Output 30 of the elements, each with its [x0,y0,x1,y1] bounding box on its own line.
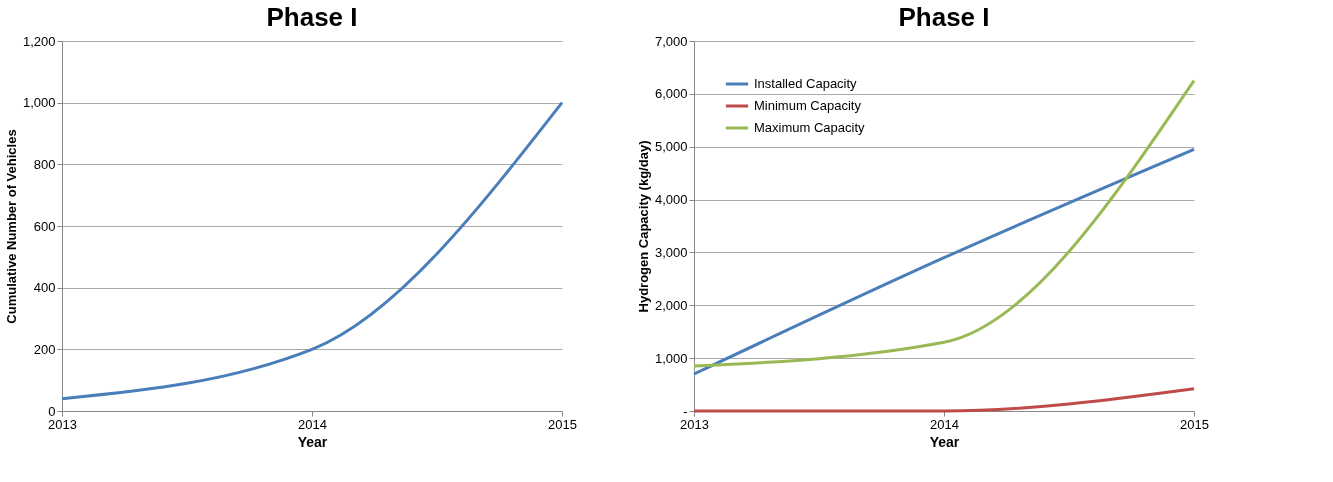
x-tick-label: 2013 [48,416,77,432]
y-tick-label: 400 [33,280,56,296]
chart-title: Phase I [266,2,358,32]
y-tick-label: 3,000 [654,244,688,260]
y-tick-label: 0 [48,403,56,419]
y-axis-title: Hydrogen Capacity (kg/day) [635,140,651,313]
y-tick-label: 7,000 [654,33,688,49]
y-tick-label: 2,000 [654,297,688,313]
chart-title: Phase I [898,2,990,32]
x-tick-label: 2014 [930,416,959,432]
legend-label: Minimum Capacity [754,98,862,113]
y-tick-label: 1,200 [22,33,56,49]
x-tick-label: 2015 [548,416,577,432]
y-tick-label: 1,000 [654,350,688,366]
x-tick-label: 2014 [298,416,327,432]
x-axis-title: Year [929,433,960,450]
y-tick-label: 200 [33,341,56,357]
y-tick-label: 1,000 [22,95,56,111]
x-axis-title: Year [297,433,328,450]
legend-label: Installed Capacity [754,76,858,91]
x-tick-label: 2013 [680,416,709,432]
y-tick-label: 4,000 [654,192,688,208]
y-tick-label: 6,000 [654,86,688,102]
y-tick-label: 600 [33,218,56,234]
y-tick-label: - [683,403,688,419]
y-axis-title: Cumulative Number of Vehicles [3,129,19,324]
x-tick-label: 2015 [1180,416,1209,432]
y-tick-label: 800 [33,156,56,172]
y-tick-label: 5,000 [654,139,688,155]
legend-label: Maximum Capacity [754,120,866,135]
